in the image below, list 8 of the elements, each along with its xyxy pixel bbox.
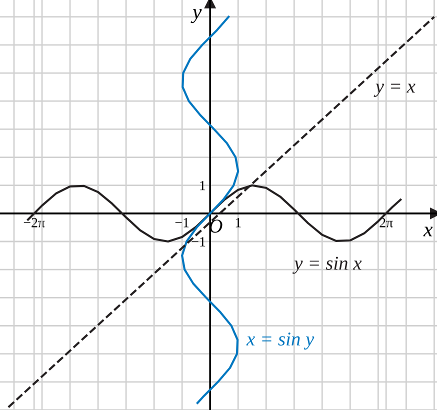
y-axis-title: y — [190, 9, 202, 24]
series-label: x = sin y — [246, 332, 314, 350]
x-tick-label: 1 — [236, 218, 241, 228]
x-axis-title: x — [423, 226, 433, 236]
x-tick-label: −1 — [175, 218, 189, 228]
x-tick-label: −2π — [24, 218, 45, 228]
series-label: y = sin x — [292, 256, 362, 274]
series-label: y = x — [374, 84, 416, 97]
